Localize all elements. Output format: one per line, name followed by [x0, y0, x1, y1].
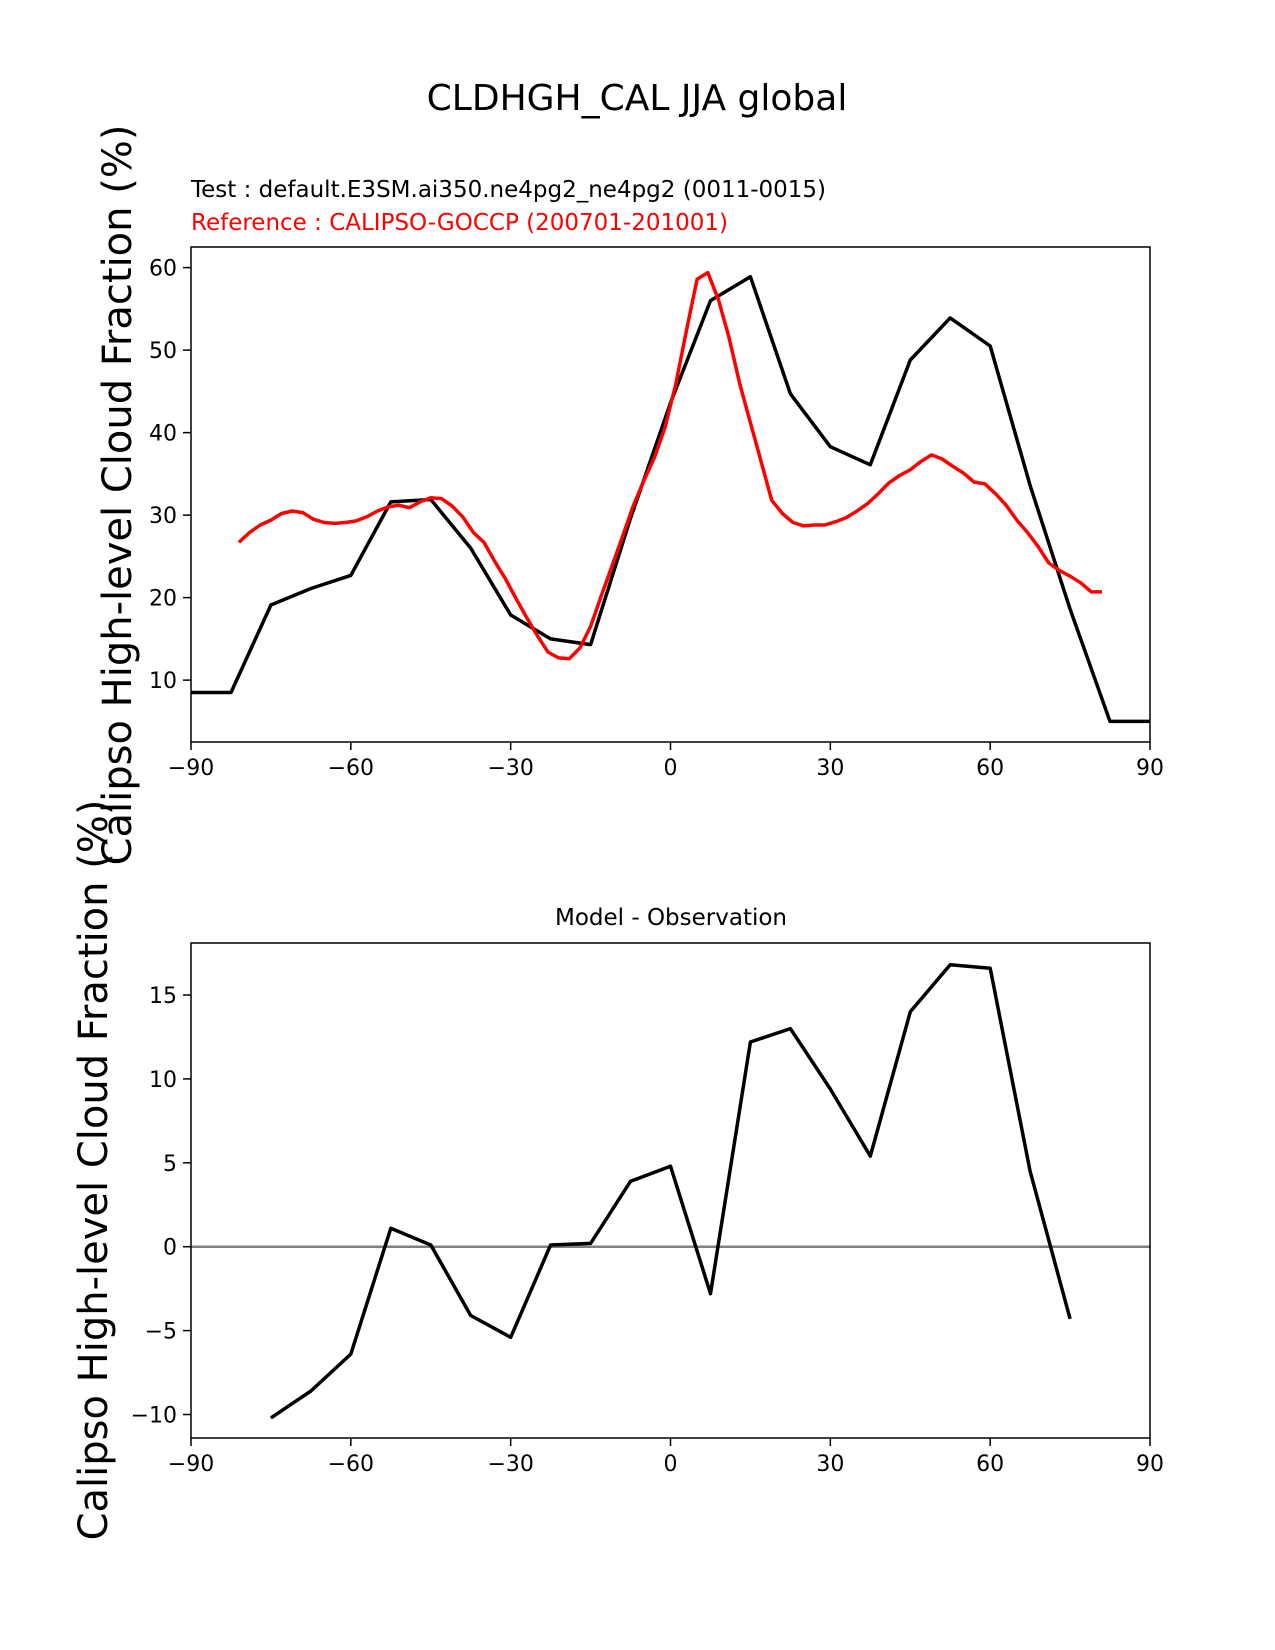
y-tick-label: 60 [149, 257, 177, 282]
bottom-y-axis-label: Calipso High-level Cloud Fraction (%) [71, 800, 117, 1541]
top-y-axis-label: Calipso High-level Cloud Fraction (%) [95, 125, 141, 866]
y-tick-label: 15 [149, 984, 177, 1009]
y-tick-label: 40 [149, 422, 177, 447]
y-tick-label: −5 [145, 1320, 177, 1345]
y-tick-label: 30 [149, 504, 177, 529]
x-tick-label: −30 [487, 756, 533, 781]
y-tick-label: 20 [149, 587, 177, 612]
figure-title: CLDHGH_CAL JJA global [427, 78, 848, 119]
x-tick-label: −30 [487, 1452, 533, 1477]
y-tick-label: −10 [131, 1404, 177, 1429]
test-series-line [191, 274, 1150, 724]
plot-frame [190, 942, 1151, 1439]
x-tick-label: −90 [168, 1452, 214, 1477]
x-tick-label: 0 [664, 1452, 678, 1477]
x-tick-label: 90 [1136, 756, 1164, 781]
bottom-panel: −90 −60 −30 0 30 60 90 −10 −5 0 5 10 15 [131, 942, 1164, 1477]
x-tick-label: −90 [168, 756, 214, 781]
x-tick-label: −60 [328, 1452, 374, 1477]
y-tick-label: 10 [149, 669, 177, 694]
y-tick-label: 50 [149, 339, 177, 364]
y-tick-label: 5 [163, 1152, 177, 1177]
top-panel: −90 −60 −30 0 30 60 90 10 20 30 40 50 60 [149, 246, 1164, 781]
x-tick-label: −60 [328, 756, 374, 781]
reference-series-line [237, 270, 1102, 661]
y-tick-label: 10 [149, 1068, 177, 1093]
x-tick-label: 60 [976, 1452, 1004, 1477]
x-tick-label: 0 [664, 756, 678, 781]
x-tick-label: 30 [816, 756, 844, 781]
bottom-panel-title: Model - Observation [555, 905, 787, 931]
x-tick-label: 60 [976, 756, 1004, 781]
y-tick-label: 0 [163, 1236, 177, 1261]
difference-series-line [269, 963, 1072, 1420]
plot-frame [190, 246, 1151, 743]
x-tick-label: 30 [816, 1452, 844, 1477]
top-reference-label: Reference : CALIPSO-GOCCP (200701-201001… [191, 210, 728, 236]
x-tick-label: 90 [1136, 1452, 1164, 1477]
top-test-label: Test : default.E3SM.ai350.ne4pg2_ne4pg2 … [190, 177, 826, 203]
